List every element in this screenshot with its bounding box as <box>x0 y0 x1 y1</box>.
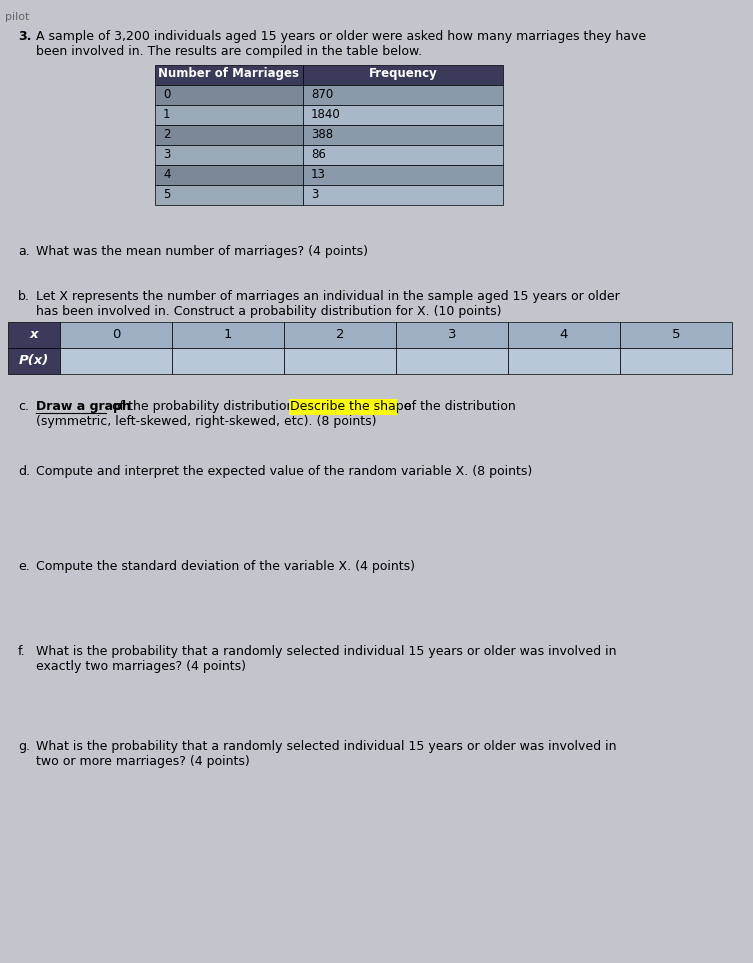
Bar <box>303 85 503 105</box>
Text: e.: e. <box>18 560 30 573</box>
Text: A sample of 3,200 individuals aged 15 years or older were asked how many marriag: A sample of 3,200 individuals aged 15 ye… <box>36 30 646 43</box>
Text: 388: 388 <box>311 127 333 141</box>
Text: 1: 1 <box>224 327 232 341</box>
Text: 1: 1 <box>163 108 170 120</box>
Text: 5: 5 <box>163 188 170 200</box>
Text: What is the probability that a randomly selected individual 15 years or older wa: What is the probability that a randomly … <box>36 740 617 753</box>
Bar <box>303 65 503 85</box>
Bar <box>155 65 303 85</box>
Bar <box>155 165 303 185</box>
Bar <box>155 185 303 205</box>
Bar <box>508 348 620 374</box>
Text: 4: 4 <box>559 327 569 341</box>
Text: two or more marriages? (4 points): two or more marriages? (4 points) <box>36 755 250 768</box>
Text: Let X represents the number of marriages an individual in the sample aged 15 yea: Let X represents the number of marriages… <box>36 290 620 303</box>
Text: Describe the shape: Describe the shape <box>290 400 411 413</box>
Text: Compute and interpret the expected value of the random variable X. (8 points): Compute and interpret the expected value… <box>36 465 532 478</box>
Bar <box>303 125 503 145</box>
Bar <box>155 105 303 125</box>
Bar <box>396 322 508 348</box>
Text: 3: 3 <box>163 147 170 161</box>
Text: f.: f. <box>18 645 26 658</box>
Text: x: x <box>30 327 38 341</box>
Text: 13: 13 <box>311 168 326 180</box>
Bar <box>155 85 303 105</box>
Bar <box>303 145 503 165</box>
Text: 0: 0 <box>163 88 170 100</box>
Text: d.: d. <box>18 465 30 478</box>
Bar <box>620 348 732 374</box>
Text: 5: 5 <box>672 327 680 341</box>
Text: 86: 86 <box>311 147 326 161</box>
Text: (symmetric, left-skewed, right-skewed, etc). (8 points): (symmetric, left-skewed, right-skewed, e… <box>36 415 376 428</box>
Bar <box>303 185 503 205</box>
Bar <box>60 348 172 374</box>
Text: Number of Marriages: Number of Marriages <box>158 67 300 81</box>
Bar <box>172 322 284 348</box>
Bar <box>303 105 503 125</box>
Text: 2: 2 <box>163 127 170 141</box>
Bar <box>620 322 732 348</box>
Text: b.: b. <box>18 290 30 303</box>
Bar <box>155 125 303 145</box>
Text: has been involved in. Construct a probability distribution for X. (10 points): has been involved in. Construct a probab… <box>36 305 501 318</box>
Bar <box>60 322 172 348</box>
Text: of the probability distribution.: of the probability distribution. <box>108 400 303 413</box>
Bar <box>396 348 508 374</box>
Text: 4: 4 <box>163 168 170 180</box>
Bar <box>284 348 396 374</box>
Text: 3: 3 <box>311 188 319 200</box>
Text: P(x): P(x) <box>19 353 49 367</box>
Bar <box>303 165 503 185</box>
Text: Frequency: Frequency <box>369 67 437 81</box>
Bar <box>155 145 303 165</box>
Text: 2: 2 <box>336 327 344 341</box>
Text: a.: a. <box>18 245 30 258</box>
Text: Draw a graph: Draw a graph <box>36 400 131 413</box>
Text: c.: c. <box>18 400 29 413</box>
Text: Compute the standard deviation of the variable X. (4 points): Compute the standard deviation of the va… <box>36 560 415 573</box>
Text: of the distribution: of the distribution <box>400 400 516 413</box>
Bar <box>289 399 397 415</box>
Bar <box>8 322 60 348</box>
Bar <box>8 348 60 374</box>
Bar <box>172 348 284 374</box>
Bar <box>508 322 620 348</box>
Text: g.: g. <box>18 740 30 753</box>
Text: What is the probability that a randomly selected individual 15 years or older wa: What is the probability that a randomly … <box>36 645 617 658</box>
Text: What was the mean number of marriages? (4 points): What was the mean number of marriages? (… <box>36 245 368 258</box>
Text: pilot: pilot <box>5 12 29 22</box>
Text: 1840: 1840 <box>311 108 341 120</box>
Text: 3: 3 <box>448 327 456 341</box>
Text: exactly two marriages? (4 points): exactly two marriages? (4 points) <box>36 660 246 673</box>
Bar <box>284 322 396 348</box>
Text: been involved in. The results are compiled in the table below.: been involved in. The results are compil… <box>36 45 422 58</box>
Text: 0: 0 <box>111 327 120 341</box>
Text: 3.: 3. <box>18 30 32 43</box>
Text: 870: 870 <box>311 88 334 100</box>
